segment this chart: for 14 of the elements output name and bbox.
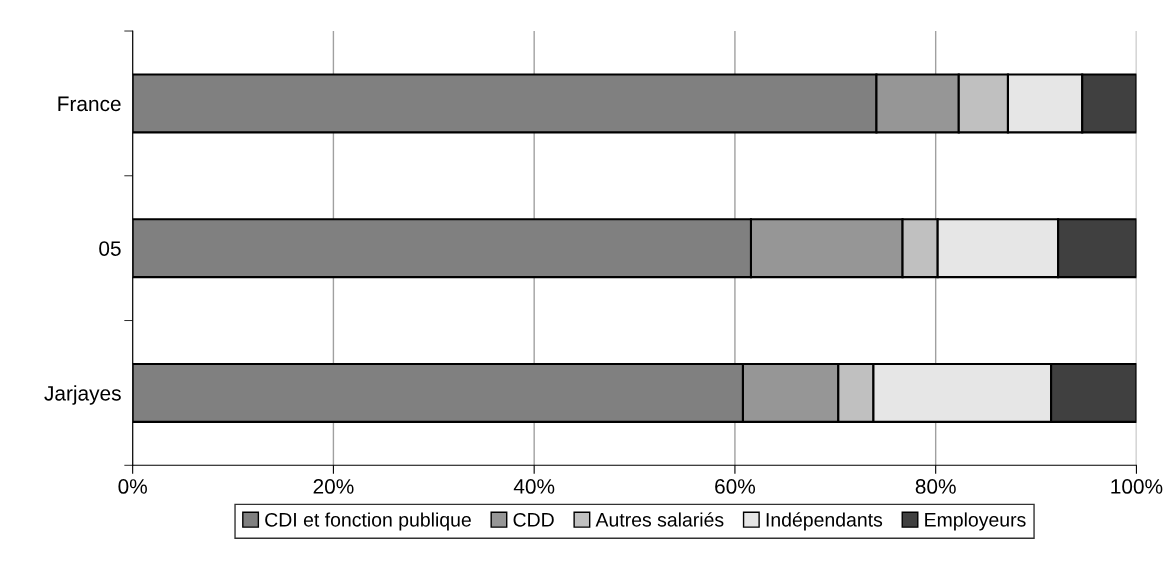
y-tick-label: 05 [99, 241, 121, 256]
legend-label: Autres salariés [595, 512, 724, 527]
legend-label: Indépendants [766, 512, 883, 531]
x-tick-label: 100% [1111, 479, 1163, 494]
y-tick-label: France [58, 96, 121, 112]
legend-label: CDI et fonction publique [265, 512, 471, 531]
x-tick-label: 20% [313, 479, 354, 494]
x-tick-label: 60% [715, 479, 756, 494]
legend-label: CDD [513, 512, 554, 527]
x-tick-label: 40% [513, 479, 555, 494]
x-tick-label: 80% [915, 479, 956, 494]
y-tick-label: Jarjayes [44, 385, 121, 405]
legend-label: Employeurs [925, 512, 1026, 531]
x-tick-label: 0% [118, 479, 147, 494]
